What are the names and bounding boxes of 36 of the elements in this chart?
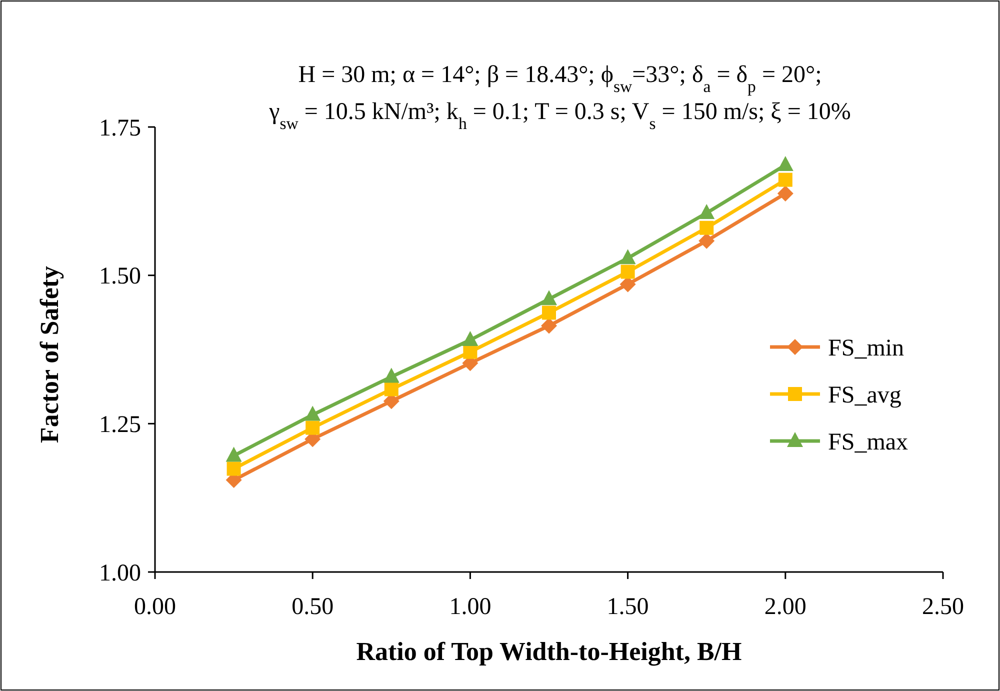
y-axis-title: Factor of Safety: [35, 266, 64, 444]
point: [700, 220, 714, 235]
x-tick-label: 0.50: [292, 594, 334, 620]
legend-label: FS_min: [828, 335, 904, 362]
point: [542, 306, 556, 320]
x-tick-label: 0.00: [134, 594, 176, 620]
point: [777, 185, 794, 202]
point: [541, 318, 557, 334]
y-tick-label: 1.50: [99, 264, 141, 290]
point: [698, 232, 715, 249]
point: [777, 156, 794, 171]
x-tick-label: 1.50: [606, 594, 649, 620]
chart-title: H = 30 m; α = 14°; β = 18.43°; ϕ$_{sw}$=33°; δ$_{a}$ = δ$_{p}$ = 20°;: [298, 62, 822, 96]
point: [304, 406, 321, 421]
point: [383, 368, 400, 383]
x-tick-label: 1.00: [449, 594, 492, 620]
legend-label: FS_avg: [828, 382, 902, 408]
y-tick-label: 1.25: [99, 412, 141, 438]
x-axis-title: Ratio of Top Width-to-Height, B/H: [356, 637, 742, 666]
point: [778, 172, 792, 187]
y-tick-label: 1.00: [99, 560, 141, 586]
point: [620, 264, 635, 279]
point: [226, 462, 241, 476]
point: [463, 344, 478, 359]
x-tick-label: 2.00: [764, 594, 806, 620]
point: [462, 331, 478, 346]
point: [306, 420, 320, 435]
point: [620, 249, 636, 264]
point: [226, 446, 242, 462]
x-tick-label: 2.50: [922, 594, 964, 620]
y-tick-label: 1.75: [99, 115, 141, 142]
point: [384, 382, 398, 396]
legend-label: FS_max: [828, 429, 908, 456]
chart-subtitle: γ$_{sw}$ = 10.5 kN/m³; k$_{h}$ = 0.1; T = 0.3 s; V$_{s}$ = 150 m/s; ξ = 10%: [268, 99, 851, 132]
point: [541, 290, 557, 306]
point: [698, 204, 715, 220]
